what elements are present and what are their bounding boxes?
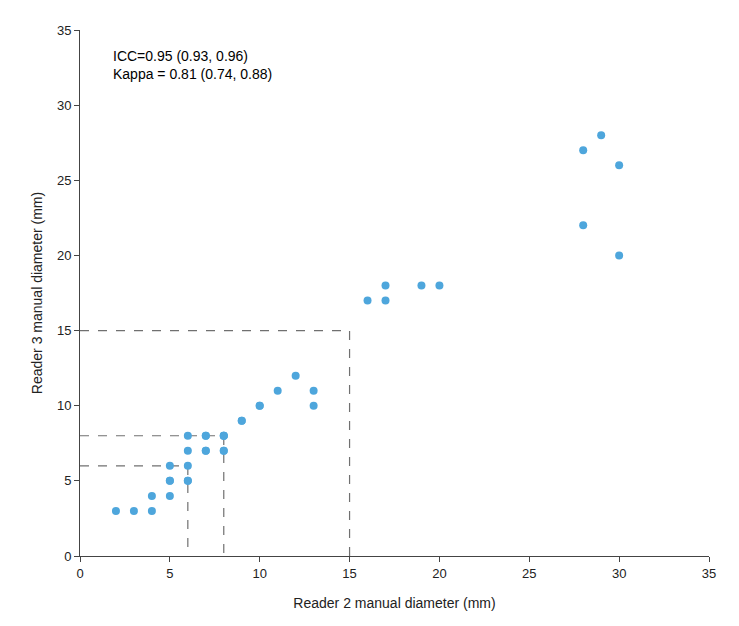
svg-text:Reader 2 manual diameter (mm): Reader 2 manual diameter (mm): [293, 595, 495, 611]
svg-text:35: 35: [702, 566, 716, 581]
svg-text:5: 5: [64, 473, 71, 488]
svg-text:10: 10: [252, 566, 266, 581]
svg-text:35: 35: [57, 23, 71, 38]
svg-text:Reader 3 manual diameter (mm): Reader 3 manual diameter (mm): [29, 192, 45, 394]
svg-text:30: 30: [612, 566, 626, 581]
svg-text:15: 15: [57, 323, 71, 338]
svg-text:5: 5: [166, 566, 173, 581]
svg-text:20: 20: [432, 566, 446, 581]
svg-text:25: 25: [57, 173, 71, 188]
svg-text:25: 25: [522, 566, 536, 581]
svg-text:30: 30: [57, 98, 71, 113]
svg-text:20: 20: [57, 248, 71, 263]
svg-text:10: 10: [57, 398, 71, 413]
svg-text:ICC=0.95 (0.93, 0.96)Kappa = 0: ICC=0.95 (0.93, 0.96)Kappa = 0.81 (0.74,…: [113, 48, 272, 82]
svg-text:0: 0: [64, 549, 71, 564]
svg-text:15: 15: [342, 566, 356, 581]
svg-text:0: 0: [76, 566, 83, 581]
